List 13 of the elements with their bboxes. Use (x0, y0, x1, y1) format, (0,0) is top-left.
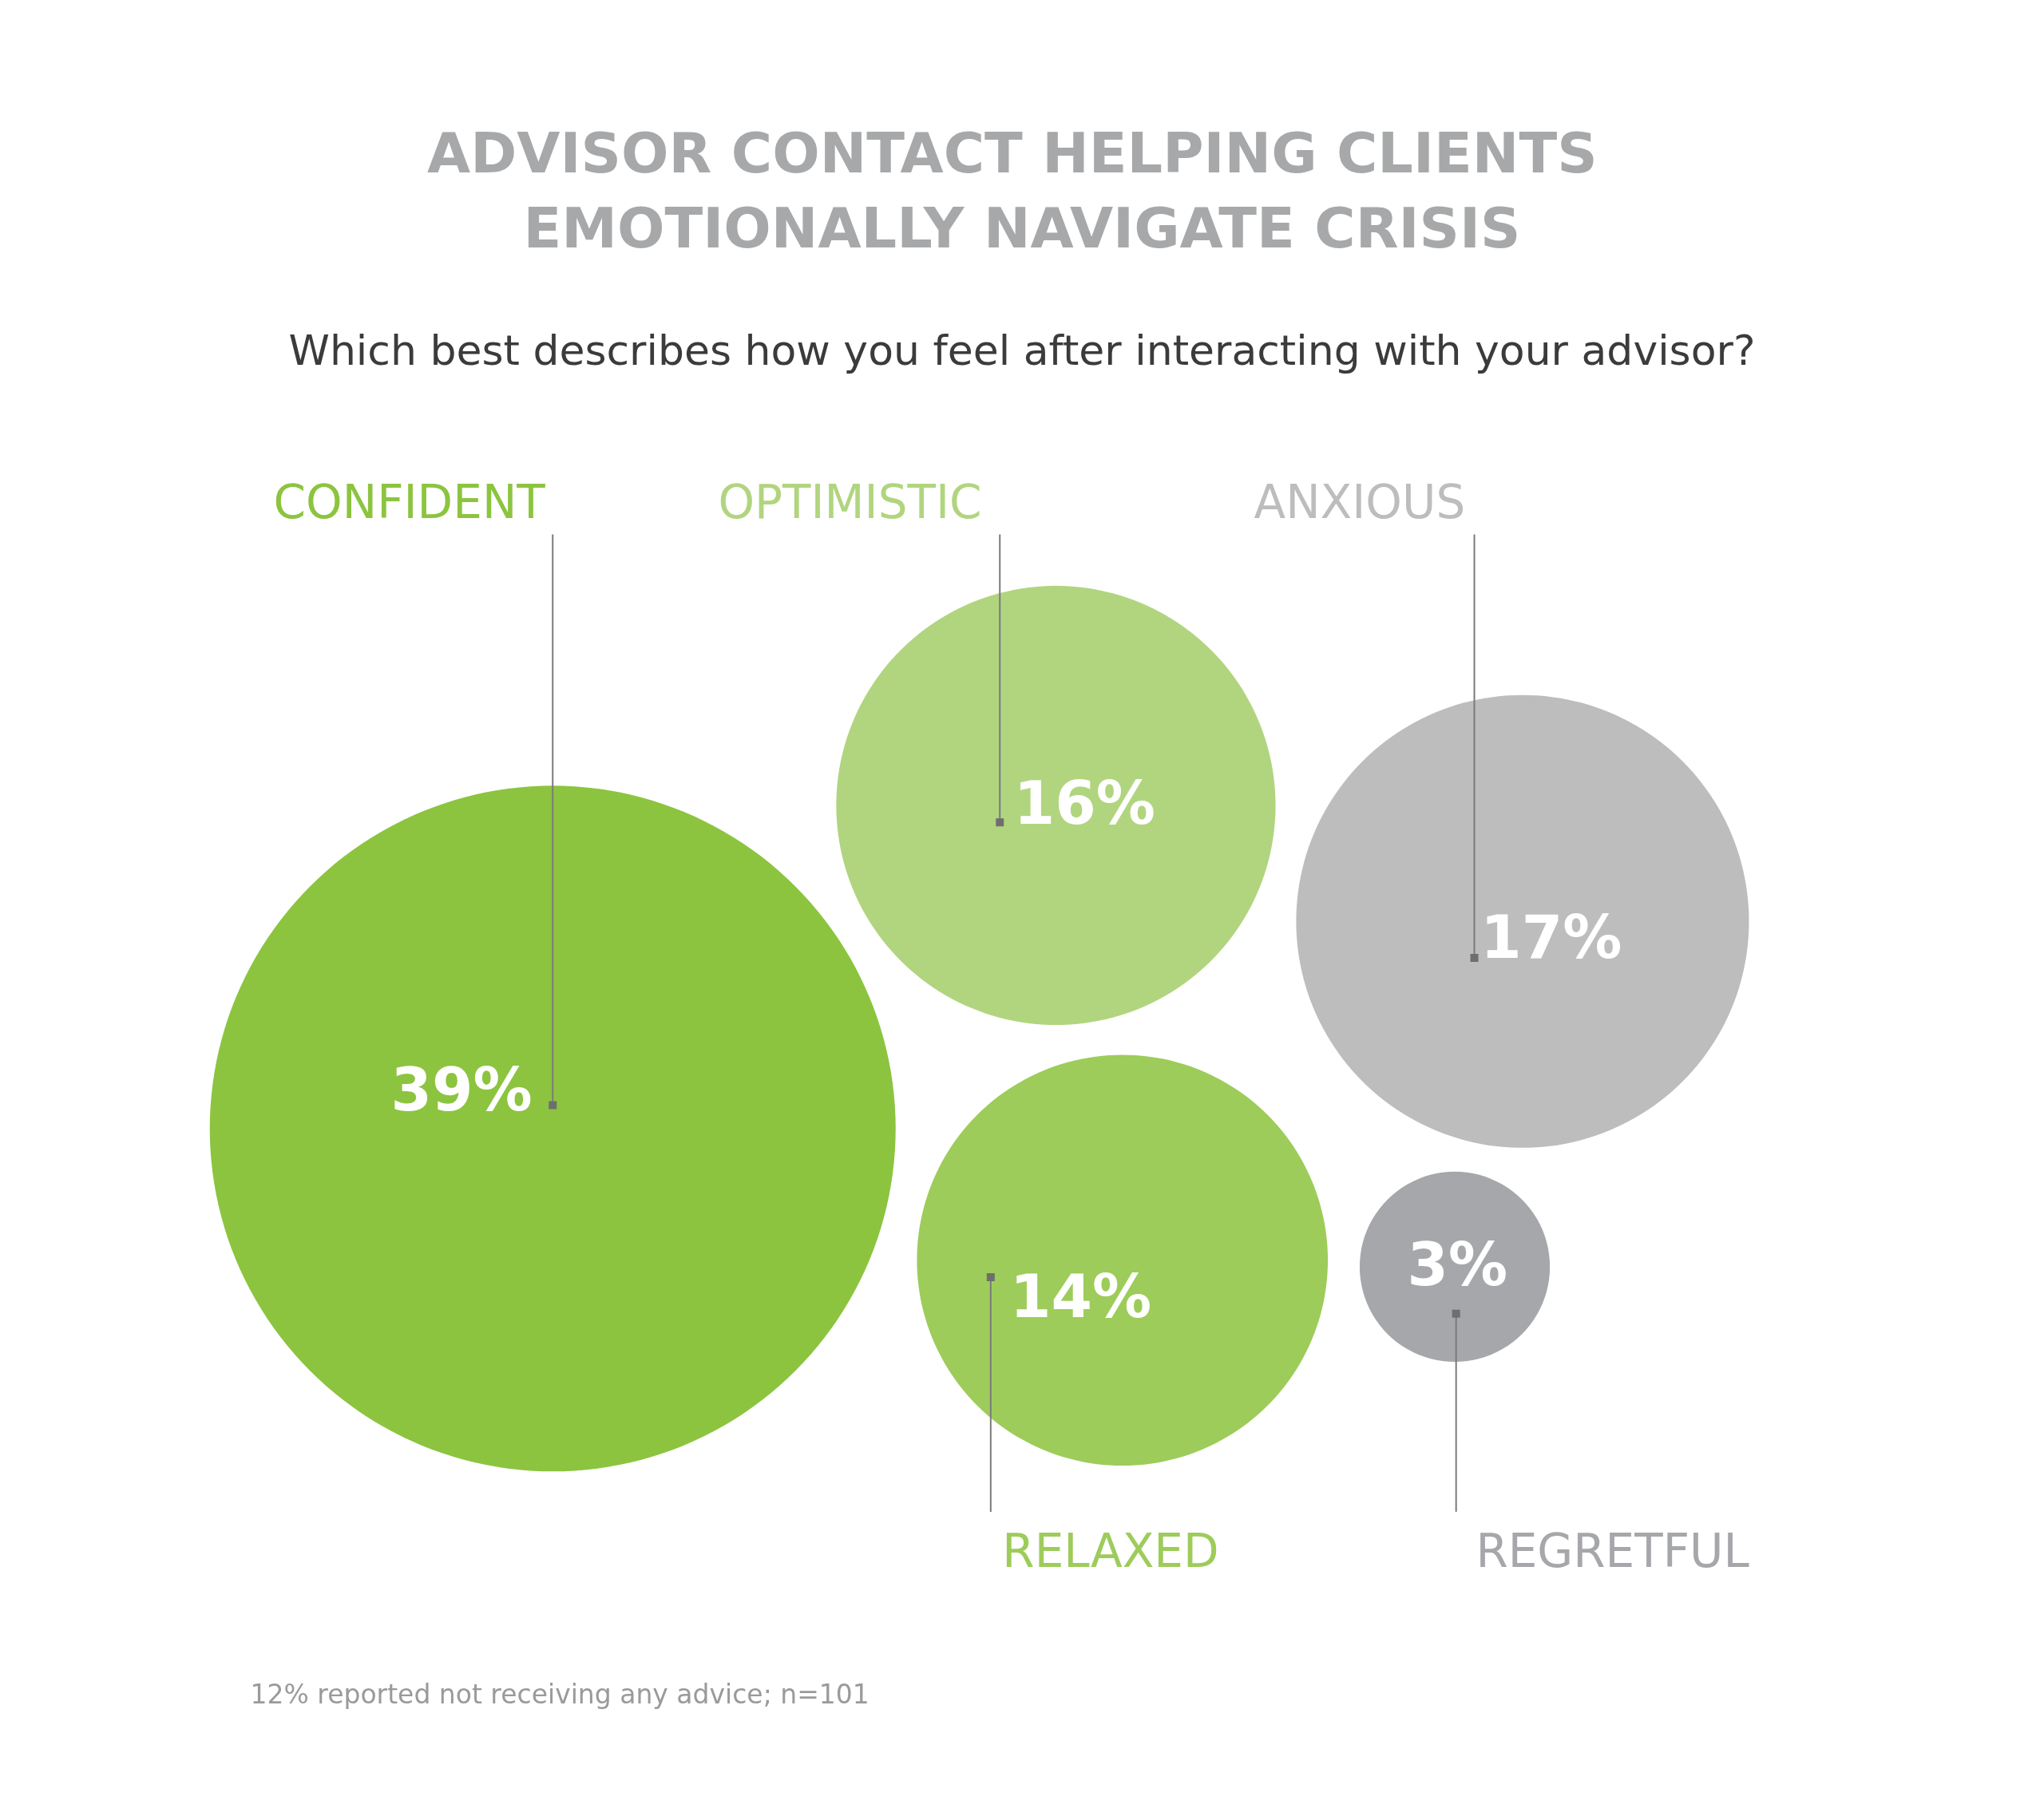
text: 12% reported not receiving any advice; n=101 (250, 1678, 869, 1710)
data-label: 16% (1013, 768, 1155, 837)
data-label: 3% (1407, 1229, 1508, 1299)
category-label: ANXIOUS (1254, 474, 1466, 529)
category-label: REGRETFUL (1476, 1523, 1749, 1578)
category-label: RELAXED (1002, 1523, 1219, 1578)
category-label: OPTIMISTIC (718, 474, 982, 529)
text: Which best describes how you feel after interacting with your advisor? (288, 326, 1756, 374)
category-label: CONFIDENT (273, 474, 546, 529)
data-label: 39% (390, 1054, 533, 1124)
data-label: 17% (1480, 902, 1622, 971)
data-label: 14% (1009, 1262, 1152, 1331)
text: ADVISOR CONTACT HELPING CLIENTS EMOTIONALLY NAVIGATE CRISIS (427, 121, 1617, 261)
